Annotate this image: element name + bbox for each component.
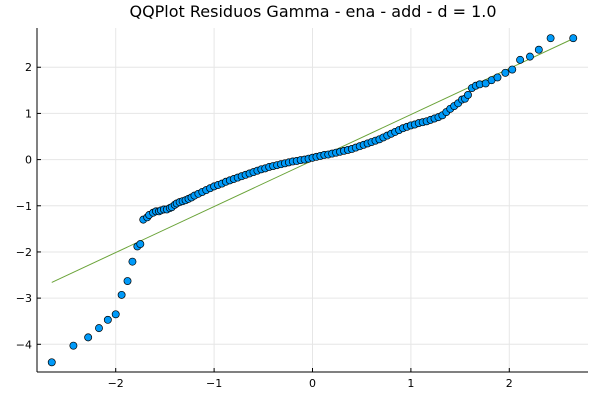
y-tick-label: 0 xyxy=(25,154,32,167)
data-point xyxy=(534,45,543,54)
data-point xyxy=(546,34,555,43)
chart-title: QQPlot Residuos Gamma - ena - add - d = … xyxy=(129,2,496,21)
data-point xyxy=(117,290,126,299)
axes: −2 −1 0 1 2 −4 −3 −2 −1 0 1 2 xyxy=(16,28,588,390)
data-point xyxy=(111,310,120,319)
data-point xyxy=(464,91,472,99)
data-point xyxy=(481,79,490,88)
x-tick-label: −2 xyxy=(108,377,124,390)
data-points xyxy=(47,34,578,367)
data-point xyxy=(516,55,525,64)
x-tick-label: 1 xyxy=(407,377,414,390)
y-tick-label: −2 xyxy=(16,246,32,259)
x-tick-label: 2 xyxy=(506,377,513,390)
data-point xyxy=(525,52,534,61)
data-point xyxy=(569,34,578,43)
data-point xyxy=(69,341,78,350)
x-tick-label: 0 xyxy=(309,377,316,390)
y-tick-label: −3 xyxy=(16,292,32,305)
y-tick-label: 2 xyxy=(25,61,32,74)
data-point xyxy=(123,277,132,285)
y-tick-label: −1 xyxy=(16,200,32,213)
data-point xyxy=(47,358,56,367)
y-tick-label: 1 xyxy=(25,107,32,120)
data-point xyxy=(136,240,145,249)
data-point xyxy=(128,257,137,266)
data-point xyxy=(103,315,112,324)
y-tick-label: −4 xyxy=(16,338,32,351)
data-point xyxy=(501,68,510,77)
data-point xyxy=(84,333,93,342)
data-point xyxy=(493,73,502,82)
x-tick-label: −1 xyxy=(206,377,222,390)
data-point xyxy=(95,324,103,333)
grid xyxy=(37,28,588,372)
data-point xyxy=(508,65,517,74)
